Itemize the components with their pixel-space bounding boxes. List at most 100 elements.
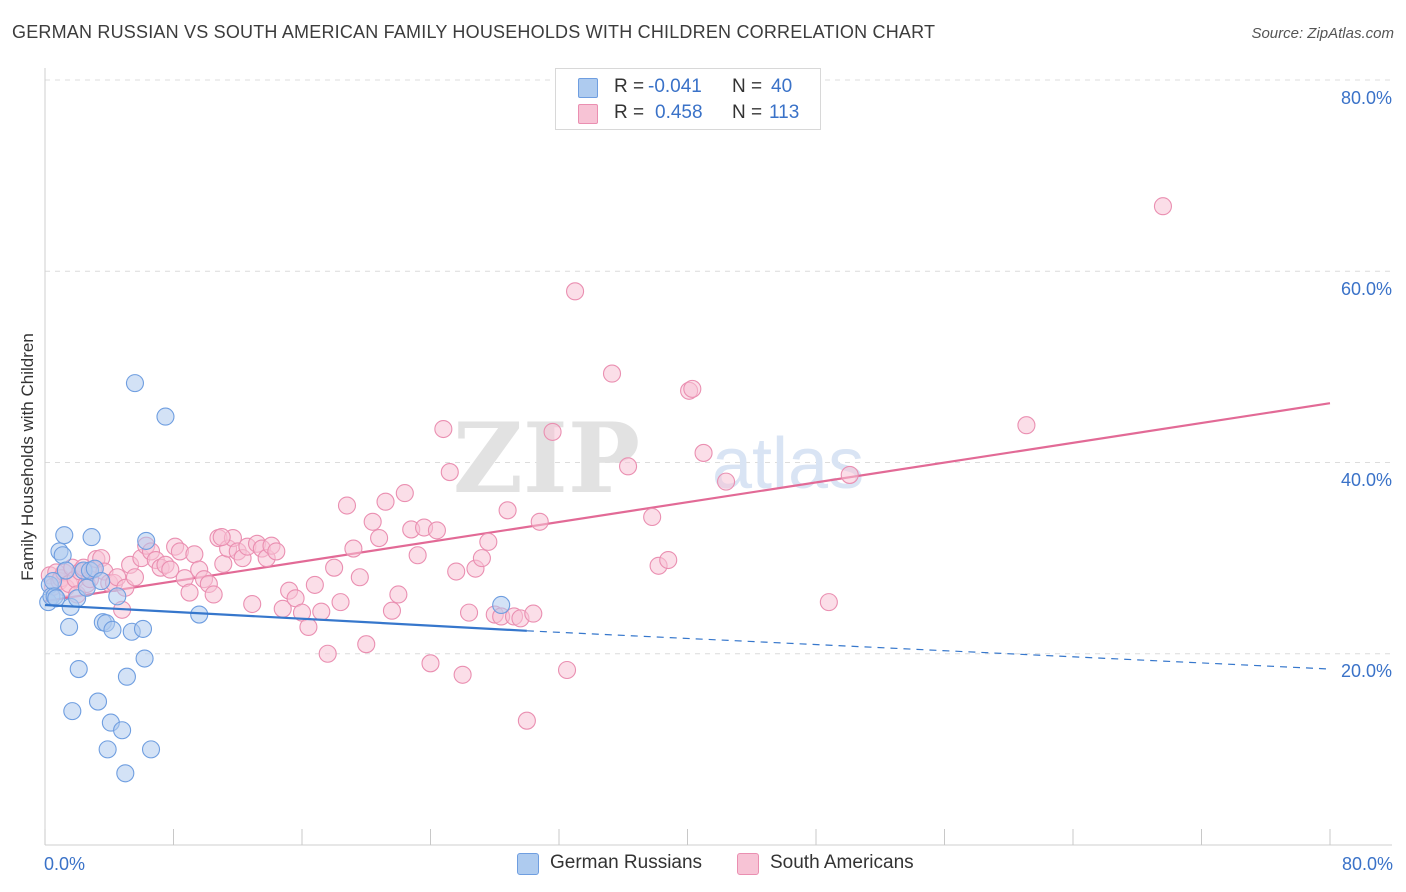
south-american-point bbox=[325, 558, 344, 577]
watermark-zip: ZIP bbox=[453, 402, 640, 515]
german-russian-point bbox=[125, 374, 144, 393]
south-american-point bbox=[819, 593, 838, 612]
legend-n-label: N = bbox=[732, 76, 763, 97]
south-american-point bbox=[840, 465, 859, 484]
south-american-point bbox=[376, 492, 395, 511]
german-russians-trend bbox=[44, 603, 1331, 670]
series-name: South Americans bbox=[770, 852, 914, 873]
legend-n-value: 40 bbox=[771, 76, 793, 97]
tick-labels: 80.0% 60.0% 40.0% 20.0% 0.0% 80.0% bbox=[44, 88, 1393, 874]
south-american-point bbox=[337, 496, 357, 515]
legend-swatch-pink bbox=[578, 104, 598, 124]
south-american-point bbox=[344, 539, 363, 558]
south-american-point bbox=[357, 635, 376, 654]
german-russian-point bbox=[53, 546, 72, 565]
german-russians-points bbox=[39, 374, 511, 783]
series-name: German Russians bbox=[550, 852, 703, 873]
south-american-point bbox=[370, 528, 389, 548]
x-tick-label-max: 80.0% bbox=[1342, 854, 1393, 874]
legend-n-label: N = bbox=[732, 102, 763, 123]
german-russian-point bbox=[133, 619, 153, 638]
south-american-point bbox=[472, 549, 491, 568]
south-american-point bbox=[602, 364, 622, 383]
south-american-point bbox=[161, 560, 180, 579]
south-american-point bbox=[350, 568, 369, 587]
south-american-point bbox=[524, 604, 543, 623]
german-russian-point bbox=[135, 649, 154, 668]
south-american-point bbox=[517, 711, 536, 730]
south-american-point bbox=[659, 550, 678, 570]
german-russian-point bbox=[47, 589, 66, 608]
south-american-point bbox=[619, 457, 638, 476]
south-american-point bbox=[479, 532, 498, 551]
german-russian-point bbox=[103, 620, 122, 639]
south-american-point bbox=[212, 528, 231, 547]
south-american-point bbox=[243, 594, 262, 614]
german-russian-point bbox=[55, 526, 74, 545]
south-american-point bbox=[408, 546, 427, 565]
south-american-point bbox=[267, 542, 286, 561]
south-american-point bbox=[498, 501, 517, 520]
legend-n-value: 113 bbox=[769, 102, 800, 123]
german-russian-point bbox=[108, 587, 127, 606]
south-american-point bbox=[382, 601, 402, 620]
south-americans-points bbox=[40, 197, 1172, 730]
trend-line-solid bbox=[44, 603, 527, 632]
chart-title: GERMAN RUSSIAN VS SOUTH AMERICAN FAMILY … bbox=[12, 22, 936, 42]
german-russian-point bbox=[116, 764, 135, 783]
german-russian-point bbox=[56, 561, 75, 580]
german-russian-point bbox=[92, 572, 111, 591]
south-american-point bbox=[427, 521, 446, 540]
south-american-point bbox=[459, 603, 479, 622]
german-russian-point bbox=[137, 531, 156, 550]
german-russian-point bbox=[60, 617, 79, 637]
german-russian-point bbox=[141, 740, 161, 759]
south-american-point bbox=[421, 654, 440, 673]
south-american-point bbox=[363, 512, 382, 531]
south-american-point bbox=[204, 585, 223, 604]
south-american-point bbox=[434, 419, 453, 439]
y-tick-label-60: 60.0% bbox=[1341, 279, 1392, 299]
south-american-point bbox=[305, 575, 324, 594]
german-russian-point bbox=[63, 702, 82, 721]
series-swatch-pink bbox=[737, 853, 759, 875]
south-american-point bbox=[331, 593, 350, 612]
south-american-point bbox=[185, 545, 204, 564]
south-american-point bbox=[180, 583, 199, 602]
german-russian-point bbox=[88, 692, 108, 711]
south-american-point bbox=[566, 282, 585, 301]
south-american-point bbox=[530, 512, 549, 531]
legend-r-value: 0.458 bbox=[655, 102, 703, 123]
south-american-point bbox=[299, 617, 318, 637]
south-american-point bbox=[440, 463, 459, 482]
south-american-point bbox=[716, 472, 736, 491]
german-russian-point bbox=[98, 740, 117, 759]
south-american-point bbox=[643, 507, 662, 527]
south-american-point bbox=[1017, 416, 1036, 435]
south-american-point bbox=[389, 585, 408, 604]
source-label: Source: ZipAtlas.com bbox=[1251, 25, 1394, 42]
south-american-point bbox=[543, 422, 562, 441]
south-american-point bbox=[694, 443, 713, 462]
watermark-atlas: atlas bbox=[712, 424, 864, 504]
south-american-point bbox=[447, 562, 466, 581]
legend-swatch-blue bbox=[578, 78, 598, 98]
south-american-point bbox=[395, 484, 414, 503]
south-american-point bbox=[318, 644, 337, 663]
legend-r-label: R = bbox=[614, 76, 645, 97]
german-russian-point bbox=[156, 407, 175, 426]
y-tick-label-80: 80.0% bbox=[1341, 88, 1392, 108]
legend-r-value: -0.041 bbox=[648, 76, 702, 97]
german-russian-point bbox=[492, 595, 511, 615]
trend-line-solid bbox=[44, 402, 1331, 603]
south-american-point bbox=[453, 665, 472, 684]
correlation-legend: R = -0.041 N = 40 R = 0.458 N = 113 bbox=[555, 68, 821, 130]
series-swatch-blue bbox=[517, 853, 539, 875]
y-tick-label-20: 20.0% bbox=[1341, 661, 1392, 681]
y-axis-label: Family Households with Children bbox=[18, 333, 37, 581]
south-american-point bbox=[683, 379, 702, 398]
south-american-point bbox=[214, 554, 233, 573]
grid bbox=[45, 79, 1392, 655]
south-american-point bbox=[312, 602, 331, 621]
